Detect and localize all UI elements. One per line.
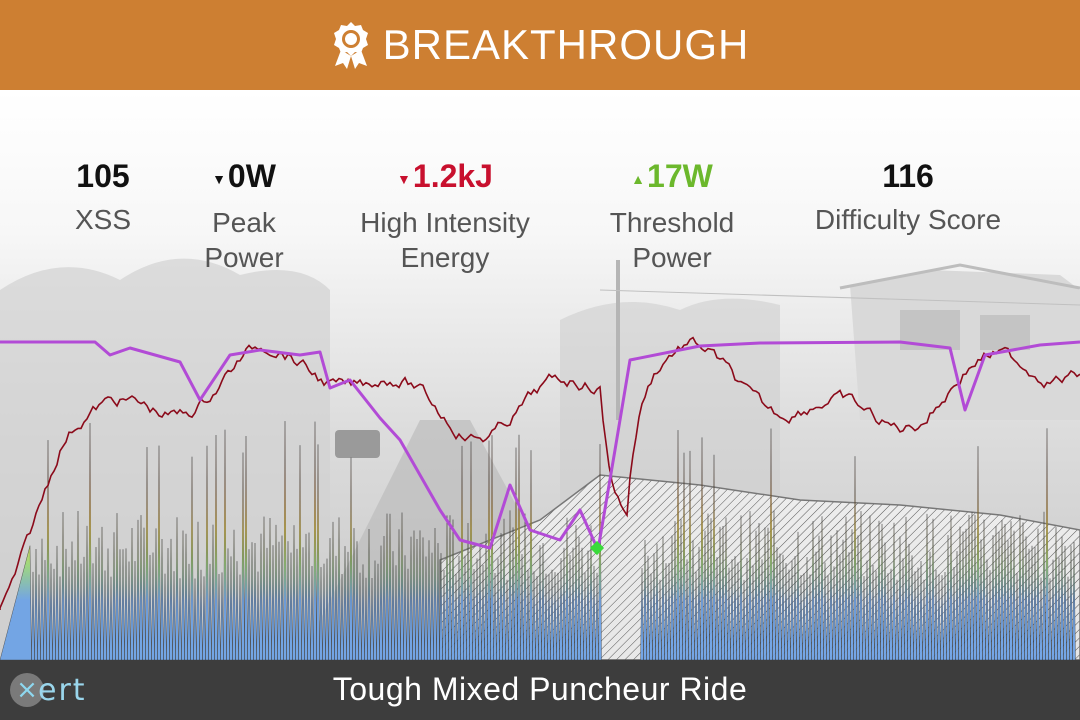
stat-label: Peak Power: [204, 206, 284, 273]
stat-value: ▼0W: [212, 158, 276, 194]
stat-threshold-power: ▲17W Threshold Power: [592, 150, 752, 275]
stat-value: ▲17W: [631, 158, 713, 194]
stat-label: Difficulty Score: [814, 204, 1002, 235]
stat-value: ▼1.2kJ: [397, 158, 493, 194]
stat-label: High Intensity Energy: [360, 206, 530, 273]
heart-rate-line: [0, 336, 1080, 610]
trend-up-icon: ▲: [631, 170, 646, 187]
banner-title: BREAKTHROUGH: [382, 21, 750, 68]
stat-value: 116: [882, 158, 934, 194]
stat-high-intensity-energy: ▼1.2kJ High Intensity Energy: [340, 150, 550, 275]
breakthrough-banner: BREAKTHROUGH: [0, 0, 1080, 90]
trend-down-icon: ▼: [397, 170, 411, 187]
xert-logo: × ert: [10, 672, 87, 708]
stat-value: 105: [76, 158, 130, 194]
mpa-line: [0, 340, 1080, 552]
xert-logo-mark: ×: [10, 673, 44, 707]
stat-xss: 105 XSS: [63, 150, 143, 237]
stats-row: 105 XSS ▼0W Peak Power ▼1.2kJ High Inten…: [0, 150, 1080, 290]
ride-power-chart: [0, 336, 1080, 660]
award-ribbon-icon: [333, 22, 368, 69]
xert-logo-text: ert: [38, 672, 87, 708]
ride-name: Tough Mixed Puncheur Ride: [332, 671, 748, 707]
stat-difficulty-score: 116 Difficulty Score: [800, 150, 1016, 237]
breakthrough-marker: [589, 540, 605, 556]
trend-down-icon: ▼: [212, 170, 226, 187]
stat-label: XSS: [74, 204, 132, 235]
footer-bar: × ert Tough Mixed Puncheur Ride: [0, 660, 1080, 720]
power-trace: [0, 421, 1080, 660]
chart-series-layer: [0, 336, 1080, 660]
stat-label: Threshold Power: [609, 206, 735, 273]
stat-peak-power: ▼0W Peak Power: [184, 150, 304, 275]
